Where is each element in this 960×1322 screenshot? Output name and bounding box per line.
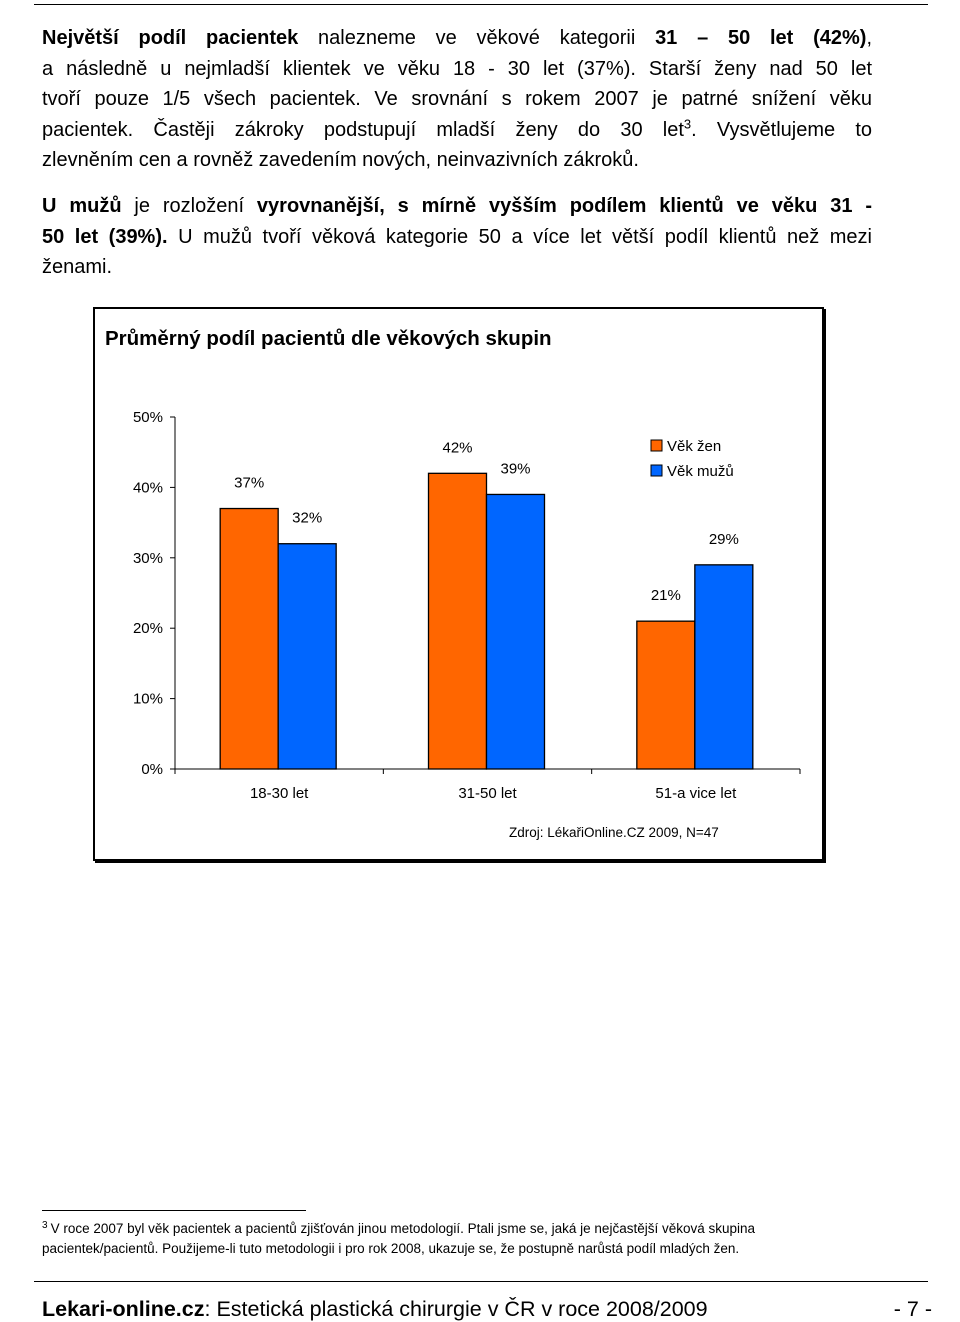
- bar-chart: 0% 10% 20% 30% 40% 50% 37% 32% 18-30 let 42% 39% 31…: [133, 409, 801, 840]
- page-number: - 7 -: [893, 1297, 932, 1321]
- y-tick-label: 20%: [133, 620, 163, 637]
- footer-rule: [34, 1281, 928, 1282]
- chart-frame: Průměrný podíl pacientů dle věkových sku…: [93, 307, 824, 861]
- data-label: 32%: [292, 510, 322, 527]
- y-tick-label: 50%: [133, 409, 163, 426]
- paragraph-women-line-2: a následně u nejmladší klientek ve věku …: [42, 57, 872, 80]
- text-span: U mužů tvoří věková kategorie 50 a více …: [167, 225, 872, 248]
- bar-men: [485, 493, 546, 770]
- paragraph-men: U mužů je rozložení vyrovnanější, s mírn…: [42, 191, 872, 283]
- legend-label: Věk žen: [667, 438, 721, 455]
- paragraph-men-line-3: ženami.: [42, 256, 113, 278]
- paragraph-men-line-2: 50 let (39%). U mužů tvoří věková katego…: [42, 222, 872, 253]
- bold-phrase: vyrovnanější, s mírně vyšším podílem kli…: [256, 195, 872, 217]
- text-span: . Vysvětlujeme to: [691, 118, 872, 141]
- page-footer: Lekari-online.cz: Estetická plastická ch…: [42, 1296, 932, 1322]
- page-top-rule: [34, 4, 928, 5]
- data-label: 21%: [651, 587, 681, 604]
- data-label: 37%: [234, 475, 264, 492]
- legend-swatch: [650, 439, 663, 452]
- y-tick-label: 10%: [133, 691, 163, 708]
- text-span: je rozložení: [121, 195, 257, 217]
- y-tick-label: 30%: [133, 550, 163, 567]
- text-span: nalezneme ve věkové kategorii: [298, 27, 656, 49]
- paragraph-women-line-3: tvoří pouze 1/5 všech pacientek. Ve srov…: [42, 88, 872, 110]
- footnote-number: 3: [42, 1219, 48, 1231]
- bar-men: [277, 543, 337, 770]
- y-tick-label: 0%: [141, 761, 163, 778]
- chart-title: Průměrný podíl pacientů dle věkových sku…: [105, 327, 552, 350]
- bar-women: [427, 472, 488, 770]
- footer-title: : Estetická plastická chirurgie v ČR v r…: [204, 1297, 708, 1321]
- bold-phrase: 50 let (39%).: [42, 225, 168, 248]
- x-category-label: 51-a vice let: [655, 785, 737, 802]
- bar-women: [219, 507, 279, 770]
- text-span: pacientek. Častěji zákroky podstupují ml…: [42, 118, 684, 141]
- data-label: 39%: [500, 460, 530, 477]
- bold-phrase: 31 – 50 let (42%): [655, 27, 867, 49]
- data-label: 29%: [709, 531, 739, 548]
- y-tick-label: 40%: [133, 479, 163, 496]
- paragraph-women-line-1: Největší podíl pacientek nalezneme ve vě…: [42, 23, 872, 54]
- footnote-separator: [42, 1210, 306, 1211]
- bar-women: [636, 620, 696, 770]
- bold-phrase: Největší podíl pacientek: [42, 27, 299, 49]
- paragraph-men-line-1: U mužů je rozložení vyrovnanější, s mírn…: [42, 191, 872, 222]
- paragraph-women-line-5: zlevněním cen a rovněž zavedením nových,…: [42, 149, 639, 171]
- footnote-ref[interactable]: 3: [683, 115, 692, 131]
- text-span: ,: [866, 27, 872, 49]
- legend-label: Věk mužů: [667, 463, 734, 480]
- data-label: 42%: [442, 439, 472, 456]
- chart-source: Zdroj: LékařiOnline.CZ 2009, N=47: [509, 825, 719, 840]
- bold-phrase: U mužů: [42, 195, 122, 217]
- bar-men: [694, 564, 754, 770]
- legend-swatch: [650, 464, 663, 477]
- paragraph-women: Největší podíl pacientek nalezneme ve vě…: [42, 23, 872, 176]
- footer-site-name[interactable]: Lekari-online.cz: [42, 1297, 205, 1321]
- x-category-label: 18-30 let: [250, 785, 309, 802]
- x-category-label: 31-50 let: [458, 785, 517, 802]
- paragraph-women-line-4: pacientek. Častěji zákroky podstupují ml…: [42, 115, 872, 146]
- footnote-text: V roce 2007 byl věk pacientek a pacientů…: [42, 1221, 756, 1256]
